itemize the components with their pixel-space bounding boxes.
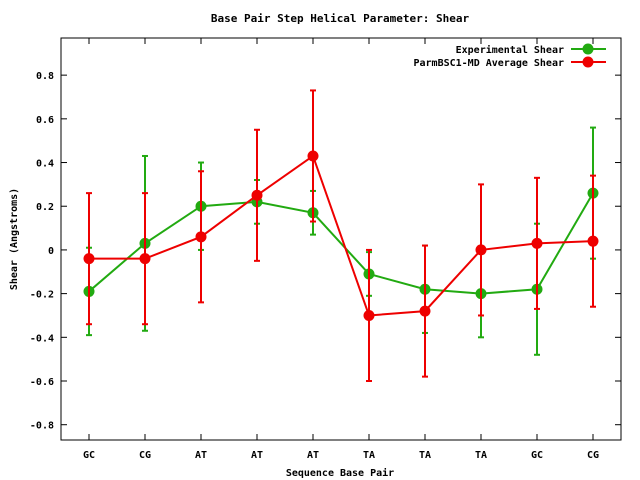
- series-line: [89, 154, 594, 317]
- series-experimental: [83, 126, 599, 356]
- series-line: [88, 192, 594, 295]
- legend-marker: [582, 56, 594, 68]
- data-point: [363, 309, 375, 321]
- series-md-average: [83, 89, 599, 383]
- legend-marker: [582, 43, 594, 55]
- x-tick-label: GC: [531, 450, 543, 461]
- y-axis-label: Shear (Angstroms): [9, 188, 20, 290]
- legend-label: ParmBSC1-MD Average Shear: [413, 58, 564, 69]
- y-tick-label: -0.4: [30, 333, 54, 344]
- x-tick-label: AT: [307, 450, 319, 461]
- data-point: [195, 231, 207, 243]
- y-tick-label: 0.2: [36, 202, 54, 213]
- legend: Experimental Shear ParmBSC1-MD Average Sh…: [413, 43, 606, 69]
- data-point: [419, 305, 431, 317]
- legend-label: Experimental Shear: [456, 44, 564, 56]
- x-tick-label: AT: [251, 450, 263, 461]
- x-tick-label: TA: [419, 450, 431, 461]
- plot-frame: [60, 37, 622, 441]
- x-tick-label: CG: [139, 450, 151, 461]
- y-tick-label: 0.4: [36, 159, 54, 170]
- chart-title: Base Pair Step Helical Parameter: Shear: [211, 12, 470, 25]
- x-tick-label: AT: [195, 450, 207, 461]
- data-point: [475, 244, 487, 256]
- data-point: [251, 189, 263, 201]
- x-tick-label: TA: [363, 450, 375, 461]
- y-tick-label: 0.8: [36, 71, 54, 82]
- data-point: [307, 150, 319, 162]
- x-tick-label: CG: [587, 450, 599, 461]
- x-axis-label: Sequence Base Pair: [286, 467, 394, 479]
- x-tick-label: TA: [475, 450, 487, 461]
- data-point: [531, 237, 543, 249]
- y-tick-label: -0.8: [30, 421, 54, 432]
- y-tick-label: -0.6: [30, 377, 54, 388]
- y-tick-label: 0: [48, 246, 54, 257]
- x-tick-label: GC: [83, 450, 95, 461]
- plot-area: -0.8 -0.6 -0.4 -0.2 0 0.2 0.4 0.6 0.8 GC CG AT AT AT T…: [30, 37, 622, 461]
- data-point: [83, 253, 95, 265]
- data-point: [587, 235, 599, 247]
- y-tick-label: 0.6: [36, 115, 54, 126]
- data-point: [139, 253, 151, 265]
- y-tick-label: -0.2: [30, 290, 54, 301]
